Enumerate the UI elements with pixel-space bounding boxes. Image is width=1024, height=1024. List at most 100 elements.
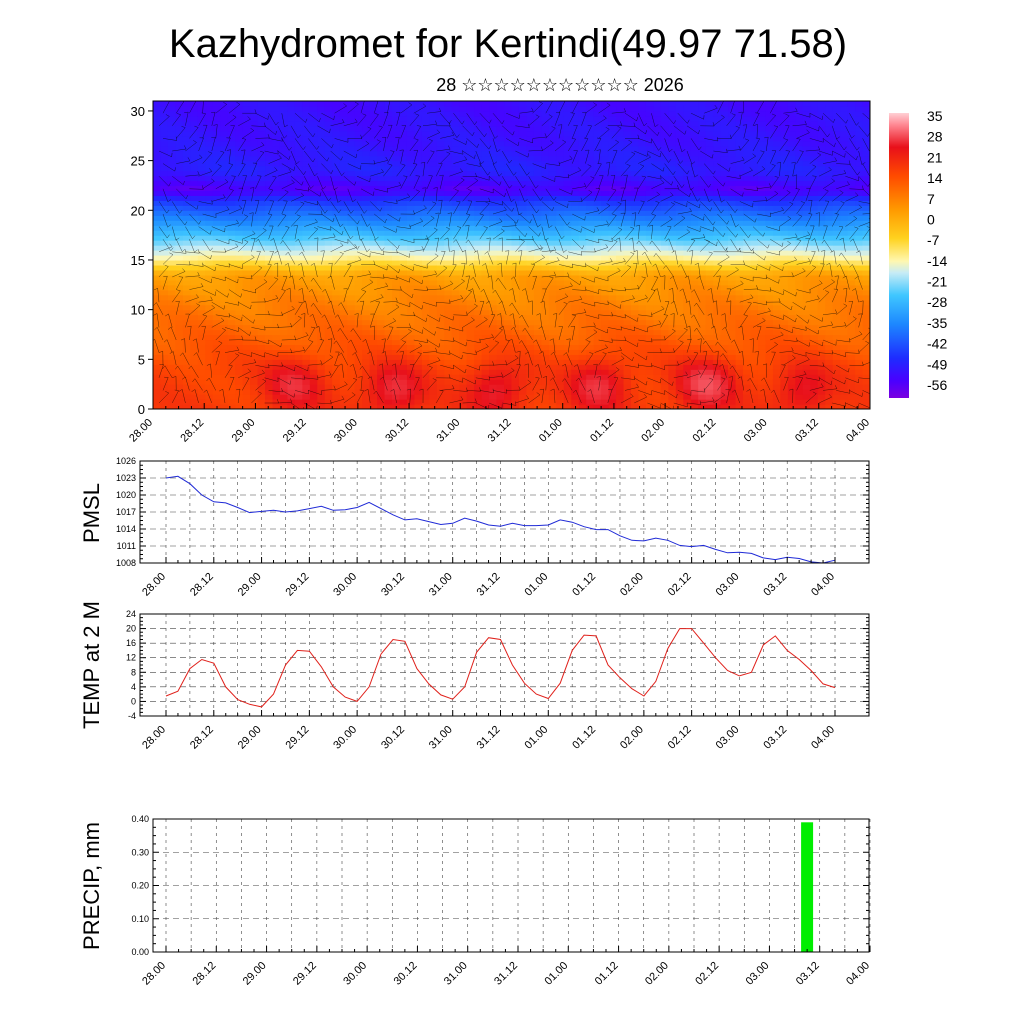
heatmap-cell — [227, 359, 236, 365]
heatmap-cell — [354, 374, 363, 380]
heatmap-cell — [220, 175, 229, 182]
heatmap-cell — [556, 299, 565, 306]
heatmap-cell — [548, 394, 557, 400]
heatmap-cell — [713, 374, 722, 380]
heatmap-cell — [608, 404, 617, 409]
heatmap-cell — [631, 399, 640, 405]
heatmap-cell — [257, 105, 266, 112]
heatmap-cell — [399, 155, 408, 162]
heatmap-cell — [406, 354, 416, 360]
heatmap-cell — [548, 105, 557, 112]
heatmap-cell — [616, 279, 625, 286]
heatmap-cell — [347, 200, 356, 206]
heatmap-cell — [265, 399, 274, 405]
heatmap-cell — [451, 309, 460, 316]
heatmap-cell — [257, 120, 266, 127]
heatmap-cell — [197, 339, 206, 346]
heatmap-cell — [227, 394, 236, 400]
heatmap-cell — [317, 225, 326, 231]
heatmap-cell — [182, 195, 191, 201]
heatmap-cell — [444, 190, 453, 196]
heatmap-cell — [429, 195, 438, 201]
heatmap-cell — [444, 324, 453, 331]
heatmap-cell — [309, 399, 318, 405]
heatmap-cell — [294, 379, 303, 385]
heatmap-cell — [182, 205, 191, 211]
heatmap-cell — [459, 289, 468, 296]
heatmap-cell — [489, 404, 498, 409]
heatmap-cell — [526, 389, 535, 395]
heatmap-cell — [451, 225, 460, 231]
heatmap-cell — [459, 245, 468, 251]
heatmap-cell — [444, 150, 453, 157]
heatmap-cell — [377, 140, 386, 147]
heatmap-cell — [153, 279, 162, 286]
heatmap-cell — [153, 404, 162, 409]
heatmap-cell — [429, 205, 438, 211]
heatmap-cell — [601, 220, 610, 226]
heatmap-cell — [182, 240, 191, 246]
heatmap-cell — [743, 259, 752, 266]
heatmap-cell — [705, 160, 714, 167]
heatmap-cell — [451, 125, 460, 132]
heatmap-cell — [548, 264, 557, 271]
heatmap-cell — [429, 101, 438, 107]
heatmap-cell — [369, 130, 378, 137]
heatmap-cell — [399, 135, 408, 142]
heatmap-cell — [250, 304, 259, 311]
heatmap-cell — [616, 349, 625, 355]
heatmap-cell — [720, 314, 729, 321]
heatmap-cell — [631, 160, 640, 167]
heatmap-cell — [660, 215, 669, 221]
heatmap-cell — [324, 240, 333, 246]
heatmap-cell — [683, 399, 692, 405]
heatmap-cell — [220, 344, 229, 350]
heatmap-cell — [369, 250, 378, 256]
heatmap-cell — [563, 245, 572, 251]
heatmap-cell — [713, 205, 722, 211]
heatmap-cell — [623, 170, 632, 177]
heatmap-cell — [705, 354, 714, 360]
heatmap-cell — [683, 110, 692, 117]
heatmap-cell — [616, 101, 625, 107]
heatmap-cell — [743, 175, 752, 182]
heatmap-cell — [481, 245, 490, 251]
heatmap-cell — [220, 195, 229, 201]
heatmap-cell — [608, 215, 617, 221]
heatmap-cell — [436, 195, 445, 201]
heatmap-cell — [481, 314, 490, 321]
heatmap-cell — [429, 145, 438, 152]
heatmap-cell — [705, 404, 714, 409]
heatmap-cell — [444, 339, 453, 346]
heatmap-cell — [354, 389, 363, 395]
heatmap-cell — [556, 404, 565, 409]
heatmap-cell — [705, 190, 714, 196]
heatmap-cell — [683, 165, 692, 172]
heatmap-cell — [369, 319, 378, 326]
heatmap-cell — [279, 115, 289, 122]
heatmap-cell — [153, 245, 162, 251]
heatmap-cell — [399, 294, 408, 301]
heatmap-cell — [466, 105, 475, 112]
heatmap-cell — [660, 205, 669, 211]
heatmap-cell — [571, 205, 580, 211]
heatmap-cell — [481, 180, 490, 187]
heatmap-cell — [548, 299, 557, 306]
heatmap-cell — [526, 329, 535, 336]
heatmap-cell — [257, 354, 266, 360]
heatmap-cell — [272, 314, 281, 321]
heatmap-cell — [235, 255, 244, 261]
heatmap-cell — [287, 160, 296, 167]
heatmap-cell — [160, 225, 169, 231]
heatmap-cell — [377, 125, 386, 132]
heatmap-cell — [698, 220, 707, 226]
heatmap-cell — [167, 259, 177, 266]
heatmap-cell — [339, 245, 348, 251]
heatmap-cell — [563, 220, 572, 226]
heatmap-cell — [683, 120, 692, 127]
heatmap-cell — [638, 314, 647, 321]
heatmap-cell — [354, 319, 363, 326]
heatmap-cell — [496, 274, 505, 281]
heatmap-cell — [496, 215, 505, 221]
heatmap-cell — [399, 145, 408, 152]
